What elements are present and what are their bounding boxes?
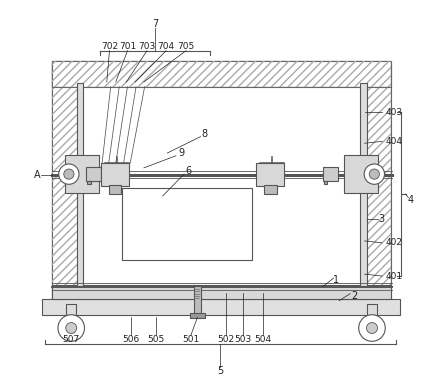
Text: 502: 502: [218, 335, 234, 344]
Bar: [87, 181, 91, 184]
Circle shape: [66, 323, 77, 334]
Circle shape: [58, 315, 84, 341]
Bar: [77, 83, 83, 286]
Circle shape: [59, 164, 79, 184]
Bar: [323, 167, 337, 181]
Text: 7: 7: [152, 19, 158, 29]
Bar: [52, 63, 79, 305]
Bar: [109, 185, 121, 194]
Bar: [52, 61, 391, 87]
Circle shape: [364, 164, 385, 184]
Bar: [344, 155, 378, 193]
Text: 3: 3: [378, 214, 385, 225]
Text: 704: 704: [158, 42, 174, 51]
Bar: [256, 163, 285, 186]
Bar: [122, 188, 253, 260]
Text: 5: 5: [217, 366, 224, 376]
Text: 8: 8: [202, 129, 207, 138]
Text: 701: 701: [119, 42, 136, 51]
Bar: [66, 304, 76, 315]
Text: 504: 504: [254, 335, 271, 344]
Text: 702: 702: [101, 42, 118, 51]
Text: 705: 705: [178, 42, 194, 51]
Bar: [190, 313, 205, 318]
Text: 505: 505: [147, 335, 164, 344]
Bar: [42, 299, 400, 315]
Text: 404: 404: [385, 137, 402, 146]
Text: 703: 703: [139, 42, 156, 51]
Text: A: A: [34, 169, 40, 180]
Bar: [52, 285, 391, 299]
Bar: [360, 83, 367, 286]
Text: 403: 403: [385, 107, 402, 116]
Bar: [365, 63, 391, 305]
Bar: [52, 61, 391, 87]
Text: 503: 503: [234, 335, 252, 344]
Bar: [87, 167, 101, 181]
Bar: [65, 155, 99, 193]
Text: 6: 6: [186, 165, 192, 176]
Bar: [194, 286, 201, 315]
Circle shape: [367, 323, 377, 334]
Bar: [324, 181, 328, 184]
Text: 401: 401: [385, 272, 402, 281]
Bar: [264, 185, 277, 194]
Bar: [367, 304, 377, 315]
Circle shape: [359, 315, 385, 341]
Bar: [52, 63, 79, 305]
Text: 507: 507: [62, 335, 79, 344]
Text: 4: 4: [408, 195, 414, 205]
Text: 402: 402: [385, 238, 402, 247]
Text: 1: 1: [333, 275, 339, 285]
Text: 9: 9: [178, 148, 184, 158]
Text: 506: 506: [123, 335, 140, 344]
Text: 2: 2: [351, 291, 357, 301]
Bar: [101, 163, 129, 186]
Bar: [365, 63, 391, 305]
Circle shape: [64, 169, 74, 179]
Circle shape: [369, 169, 380, 179]
Text: 501: 501: [182, 335, 199, 344]
